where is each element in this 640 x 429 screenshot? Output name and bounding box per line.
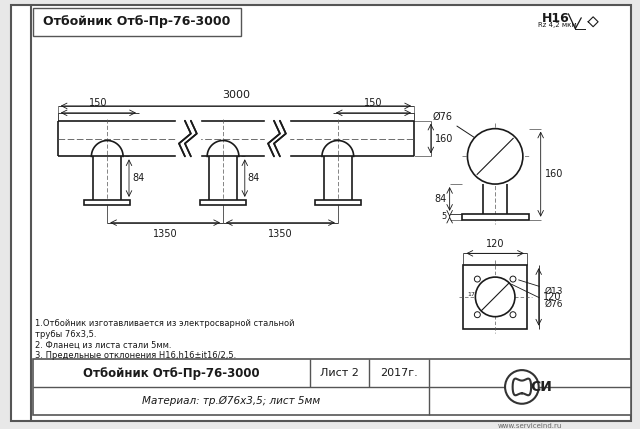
Text: СИ: СИ	[531, 380, 552, 394]
Bar	[84, 200, 130, 205]
Text: 150: 150	[364, 98, 383, 108]
Text: 1350: 1350	[268, 229, 292, 239]
Circle shape	[474, 312, 480, 317]
Circle shape	[476, 277, 515, 317]
Text: 3. Предельные отклонения Н16,h16±it16/2,5.: 3. Предельные отклонения Н16,h16±it16/2,…	[35, 351, 236, 360]
Text: 84: 84	[132, 173, 144, 183]
Text: трубы 76х3,5.: трубы 76х3,5.	[35, 329, 97, 338]
Bar	[461, 214, 529, 220]
Text: Ø76: Ø76	[433, 112, 477, 139]
Text: Rz 4,2 мкм: Rz 4,2 мкм	[538, 22, 577, 28]
Text: Ø13: Ø13	[518, 280, 563, 296]
Text: 2017г.: 2017г.	[380, 368, 418, 378]
Text: 84: 84	[435, 194, 447, 204]
Text: Лист 2: Лист 2	[321, 368, 359, 378]
Text: Отбойник Отб-Пр-76-3000: Отбойник Отб-Пр-76-3000	[83, 367, 260, 380]
Text: 150: 150	[89, 98, 108, 108]
Text: H16: H16	[541, 12, 570, 25]
Bar	[33, 8, 241, 36]
Circle shape	[510, 276, 516, 282]
Text: 1350: 1350	[153, 229, 177, 239]
Text: 84: 84	[248, 173, 260, 183]
Bar	[200, 200, 246, 205]
Text: 120: 120	[486, 239, 504, 249]
Circle shape	[474, 276, 480, 282]
Text: Ø76: Ø76	[511, 284, 563, 309]
Text: Материал: тр.Ø76х3,5; лист 5мм: Материал: тр.Ø76х3,5; лист 5мм	[142, 396, 320, 406]
Text: Отбойник Отб-Пр-76-3000: Отбойник Отб-Пр-76-3000	[44, 15, 230, 28]
Text: 3000: 3000	[222, 90, 250, 100]
Text: www.serviceind.ru: www.serviceind.ru	[498, 423, 562, 429]
Text: 5: 5	[442, 212, 447, 221]
Circle shape	[510, 312, 516, 317]
Bar	[463, 265, 527, 329]
Circle shape	[505, 370, 539, 404]
Bar	[33, 359, 631, 415]
Text: 1.Отбойник изготавливается из электросварной стальной: 1.Отбойник изготавливается из электросва…	[35, 319, 294, 328]
Circle shape	[467, 129, 523, 184]
Text: 2. Фланец из листа стали 5мм.: 2. Фланец из листа стали 5мм.	[35, 341, 172, 350]
Text: 120: 120	[543, 292, 561, 302]
Text: 17,68: 17,68	[467, 291, 485, 296]
Bar	[315, 200, 360, 205]
Text: 160: 160	[435, 133, 453, 144]
Text: 160: 160	[545, 169, 563, 179]
